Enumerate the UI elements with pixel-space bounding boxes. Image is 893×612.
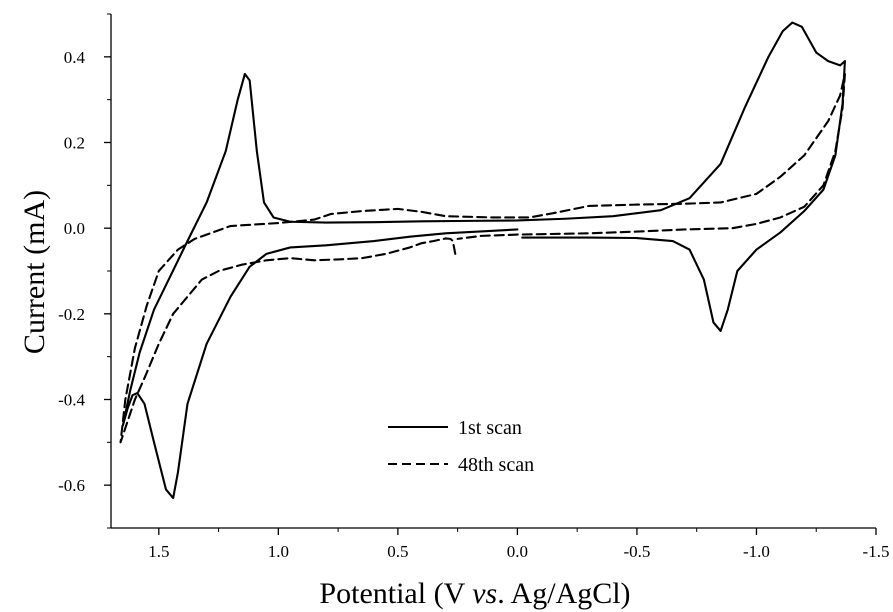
y-tick-label: 0.4 <box>64 48 86 67</box>
series-line-1 <box>121 21 846 500</box>
axes-layer <box>110 14 876 529</box>
series-line-2 <box>119 72 846 444</box>
y-tick-label: -0.2 <box>58 305 85 324</box>
ticks-layer: 1.5 1.0 0.5 0.0 -0.5 -1.0 -1.5 -0.6 -0.4 -0.2 0.0 0… <box>58 13 890 561</box>
y-tick-label: 0.2 <box>64 134 85 153</box>
x-tick-label: -1.0 <box>743 542 770 561</box>
legend: 1st scan 48th scan <box>388 417 534 476</box>
x-tick-label: 1.0 <box>268 542 289 561</box>
x-tick-label: 1.5 <box>148 542 169 561</box>
y-tick-label: 0.0 <box>64 219 85 238</box>
legend-label-1: 1st scan <box>458 417 522 439</box>
x-tick-label: 0.5 <box>387 542 408 561</box>
legend-label-2: 48th scan <box>458 454 534 476</box>
series-layer <box>119 21 846 500</box>
x-tick-label: -1.5 <box>863 542 890 561</box>
y-tick-label: -0.6 <box>58 476 85 495</box>
y-axis-title: Current (mA) <box>18 190 51 354</box>
y-tick-label: -0.4 <box>58 391 85 410</box>
x-tick-label: 0.0 <box>507 542 528 561</box>
x-tick-label: -0.5 <box>623 542 650 561</box>
x-axis-title: Potential (V vs. Ag/AgCl) <box>319 577 630 610</box>
